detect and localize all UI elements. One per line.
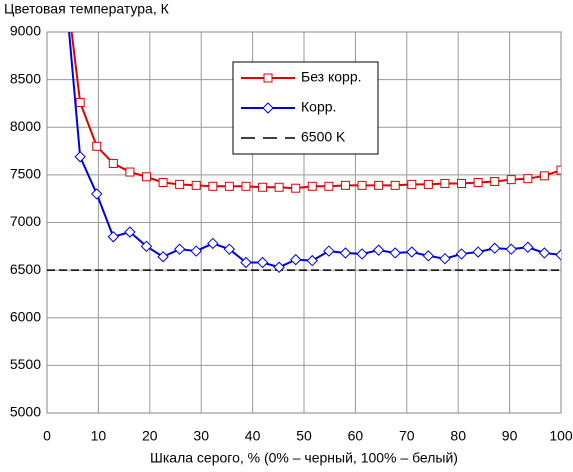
- marker: [241, 181, 251, 191]
- marker: [291, 183, 301, 193]
- marker: [208, 181, 218, 191]
- y-tick-label: 5000: [10, 404, 41, 420]
- marker: [522, 241, 534, 253]
- marker: [473, 177, 483, 187]
- x-tick-label: 20: [142, 428, 158, 444]
- marker: [406, 246, 418, 258]
- marker: [488, 242, 501, 254]
- marker: [307, 181, 317, 191]
- marker: [390, 180, 400, 190]
- legend-label: 6500 K: [301, 129, 346, 145]
- marker: [372, 244, 385, 256]
- x-tick-label: 40: [245, 428, 261, 444]
- marker: [505, 243, 517, 255]
- marker: [339, 247, 352, 259]
- marker: [523, 174, 533, 184]
- marker: [455, 248, 468, 260]
- y-tick-label: 8500: [10, 70, 41, 86]
- y-tick-label: 6000: [10, 308, 41, 324]
- marker: [324, 181, 334, 191]
- marker: [407, 179, 417, 189]
- chart-title: Цветовая температура, К: [4, 1, 170, 17]
- legend-label: Корр.: [301, 99, 336, 115]
- marker: [141, 172, 151, 182]
- marker: [125, 167, 135, 177]
- marker: [108, 158, 118, 168]
- legend-marker: [263, 73, 273, 83]
- marker: [207, 237, 219, 250]
- y-tick-label: 7000: [10, 213, 41, 229]
- y-tick-label: 9000: [10, 23, 41, 39]
- marker: [440, 178, 450, 188]
- marker: [306, 254, 318, 267]
- legend-label: Без корр.: [301, 69, 362, 85]
- marker: [457, 178, 467, 188]
- marker: [538, 247, 551, 259]
- x-tick-label: 10: [91, 428, 107, 444]
- marker: [422, 250, 435, 262]
- plot-area: [47, 32, 561, 273]
- legend-marker: [262, 102, 274, 114]
- legend-marker: [263, 73, 273, 83]
- marker: [75, 97, 85, 107]
- marker: [389, 247, 401, 259]
- marker: [357, 180, 367, 190]
- x-tick-label: 30: [193, 428, 209, 444]
- marker: [91, 188, 103, 200]
- x-tick-label: 90: [502, 428, 518, 444]
- marker: [290, 253, 302, 266]
- marker: [175, 179, 185, 189]
- y-tick-label: 8000: [10, 118, 41, 134]
- marker: [356, 248, 368, 260]
- marker: [539, 171, 549, 181]
- marker: [124, 226, 136, 238]
- legend-marker: [262, 102, 274, 114]
- y-tick-label: 7500: [10, 166, 41, 182]
- marker: [140, 240, 153, 253]
- marker: [555, 249, 561, 261]
- marker: [258, 182, 268, 192]
- plot-frame: [46, 31, 562, 414]
- x-tick-label: 80: [450, 428, 466, 444]
- marker: [223, 243, 236, 255]
- marker: [92, 141, 102, 151]
- marker: [240, 256, 252, 269]
- marker: [274, 182, 284, 192]
- marker: [173, 243, 186, 255]
- marker: [556, 165, 561, 175]
- marker: [191, 180, 201, 190]
- marker: [107, 231, 120, 243]
- x-tick-label: 100: [549, 428, 573, 444]
- marker: [506, 175, 516, 185]
- marker: [224, 181, 234, 191]
- y-tick-label: 5500: [10, 356, 41, 372]
- x-axis-label: Шкала серого, % (0% – черный, 100% – бел…: [150, 450, 458, 466]
- marker: [273, 261, 285, 273]
- x-tick-label: 0: [43, 428, 51, 444]
- x-tick-label: 60: [348, 428, 364, 444]
- marker: [472, 246, 484, 258]
- marker: [374, 180, 384, 190]
- marker: [74, 151, 86, 163]
- marker: [158, 177, 168, 187]
- marker: [439, 252, 451, 265]
- marker: [256, 256, 269, 269]
- x-tick-label: 70: [399, 428, 415, 444]
- marker: [323, 245, 335, 257]
- x-tick-label: 50: [296, 428, 312, 444]
- marker: [157, 251, 169, 263]
- marker: [423, 179, 433, 189]
- marker: [340, 180, 350, 190]
- y-tick-label: 6500: [10, 261, 41, 277]
- marker: [490, 177, 500, 187]
- marker: [190, 245, 202, 257]
